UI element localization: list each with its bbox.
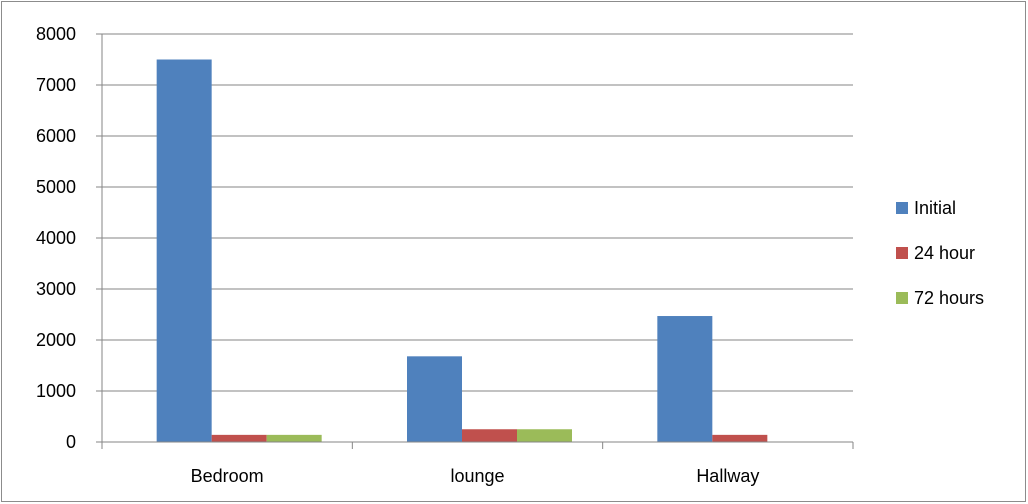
axes xyxy=(96,33,854,449)
bar-24-hour xyxy=(462,429,517,442)
y-tick-label: 4000 xyxy=(36,228,76,248)
y-tick-label: 6000 xyxy=(36,126,76,146)
legend-label: 24 hour xyxy=(914,243,975,263)
y-tick-label: 1000 xyxy=(36,381,76,401)
bar-initial xyxy=(657,316,713,442)
bars xyxy=(156,59,823,442)
y-tick-label: 8000 xyxy=(36,24,76,44)
y-tick-label: 2000 xyxy=(36,330,76,350)
x-tick-label: Hallway xyxy=(696,466,759,486)
tick-labels: 0 1000 2000 3000 4000 5000 6000 7000 8000 Bedroom… xyxy=(36,24,759,486)
y-tick-label: 0 xyxy=(66,432,76,452)
y-tick-label: 5000 xyxy=(36,177,76,197)
legend-label: 72 hours xyxy=(914,288,984,308)
x-tick-label: lounge xyxy=(450,466,504,486)
bar-72-hours xyxy=(517,429,572,442)
bar-24-hour xyxy=(211,434,267,442)
legend: Initial 24 hour 72 hours xyxy=(896,198,984,308)
bar-initial xyxy=(407,356,462,442)
legend-swatch xyxy=(896,292,908,304)
gridlines xyxy=(102,33,853,392)
bar-24-hour xyxy=(712,434,768,442)
legend-swatch xyxy=(896,247,908,259)
y-tick-label: 3000 xyxy=(36,279,76,299)
bar-72-hours xyxy=(266,434,322,442)
legend-swatch xyxy=(896,202,908,214)
bar-initial xyxy=(156,59,212,442)
y-tick-label: 7000 xyxy=(36,75,76,95)
x-tick-label: Bedroom xyxy=(191,466,264,486)
legend-label: Initial xyxy=(914,198,956,218)
